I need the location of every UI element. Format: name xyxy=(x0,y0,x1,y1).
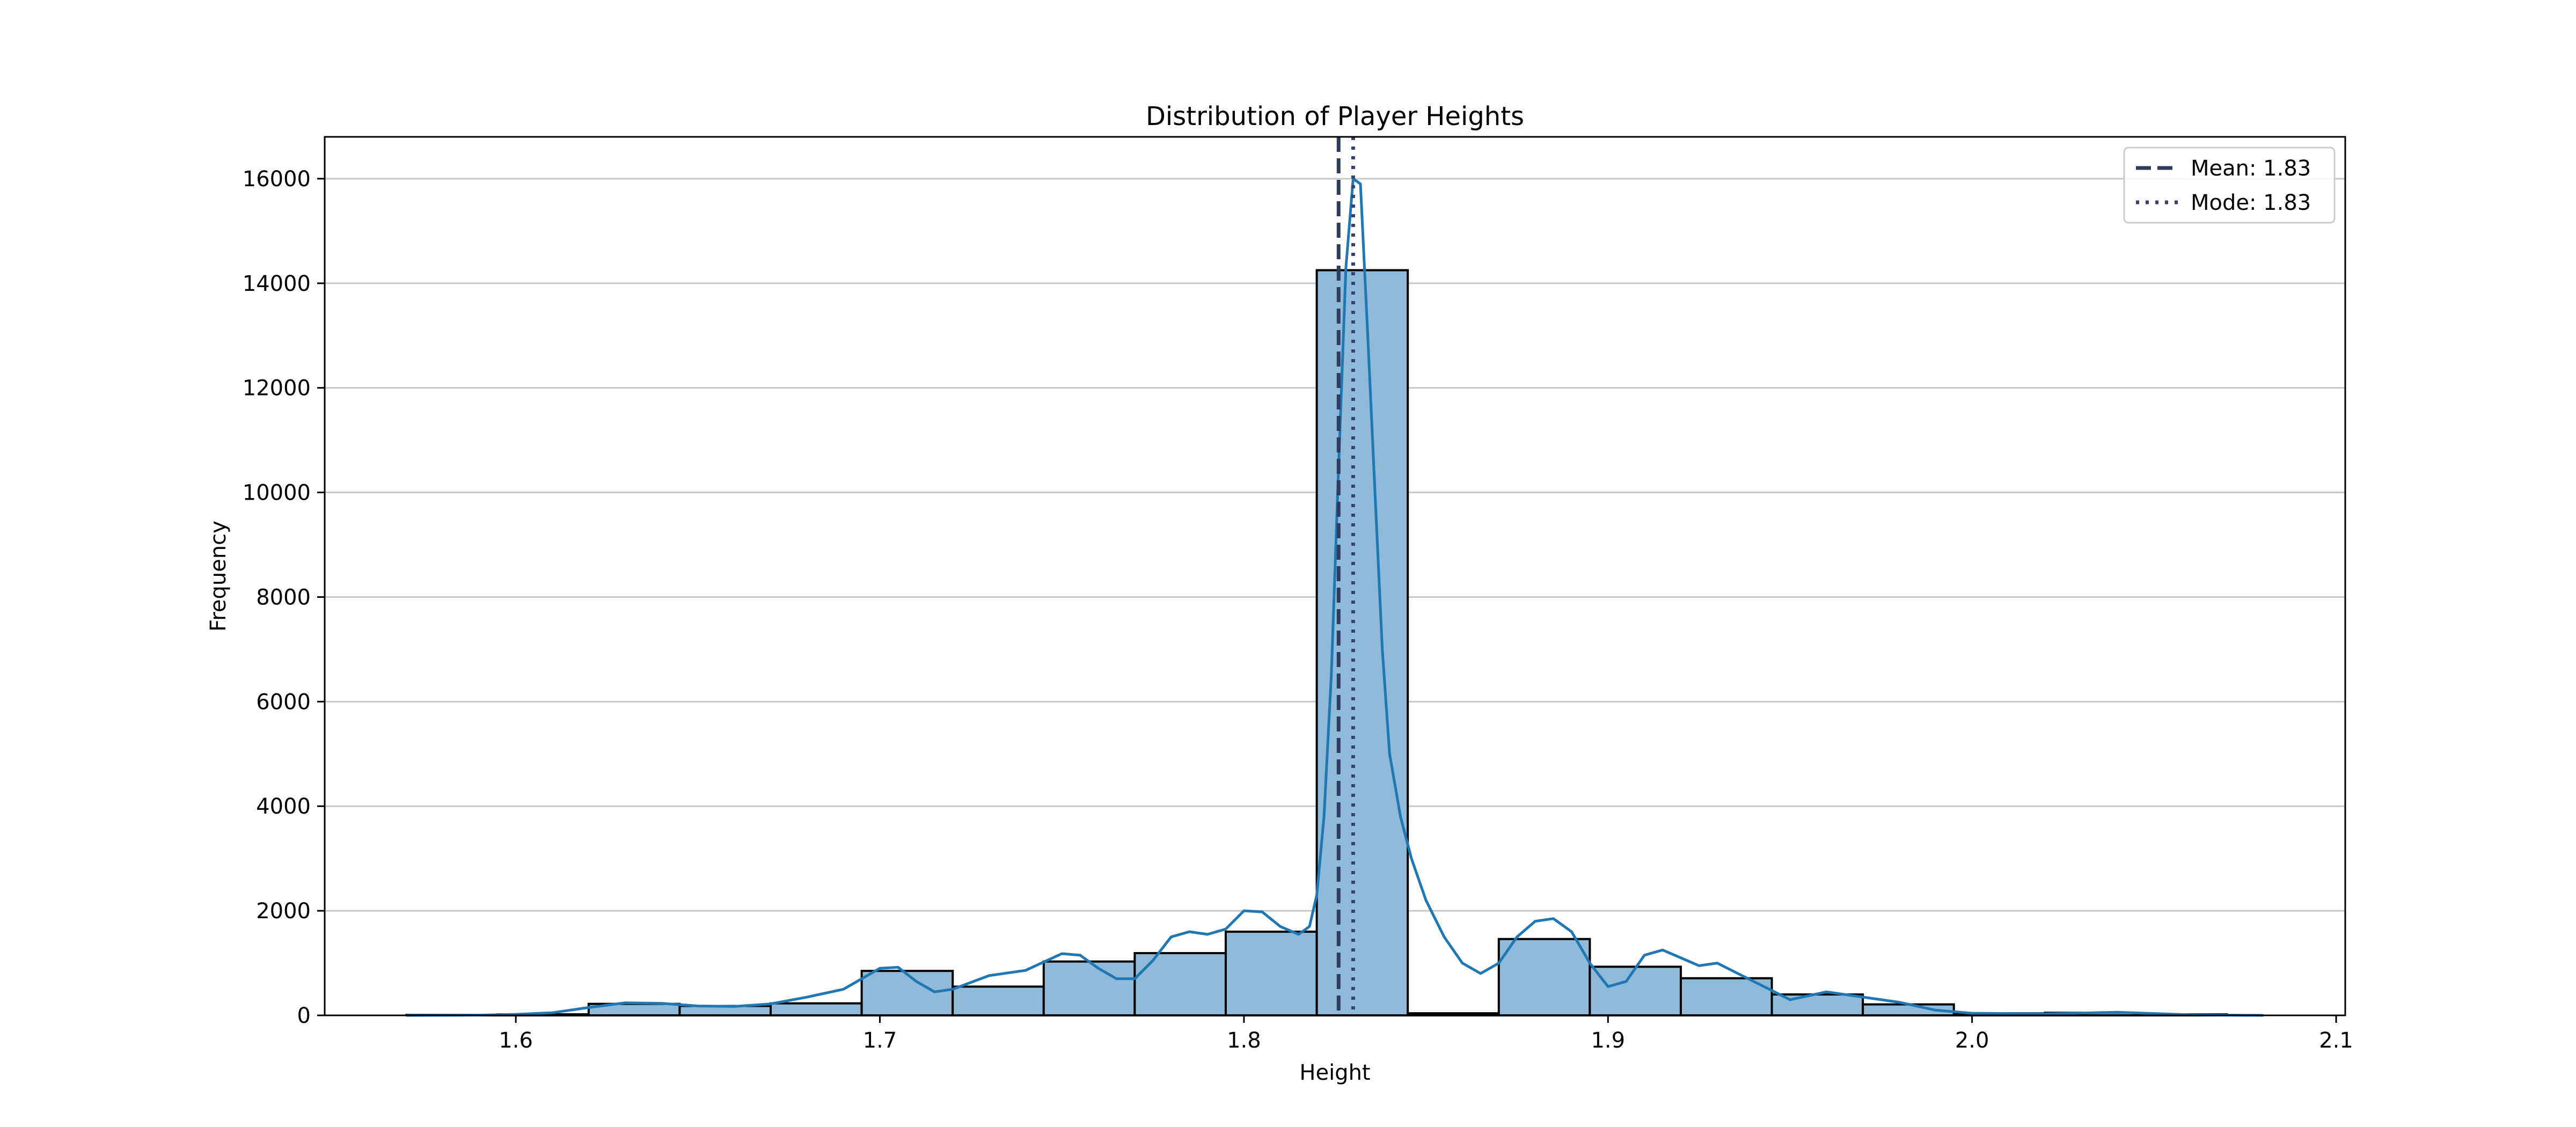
y-tick-label: 4000 xyxy=(256,794,311,819)
reference-lines xyxy=(1336,137,1355,1015)
y-tick-label: 12000 xyxy=(243,376,311,401)
x-axis-label: Height xyxy=(1299,1060,1370,1085)
histogram-bar xyxy=(1589,965,1682,1017)
x-tick-label: 2.1 xyxy=(2319,1028,2353,1053)
legend-label-mean: Mean: 1.83 xyxy=(2191,156,2311,181)
y-tick-label: 14000 xyxy=(243,272,311,296)
legend: Mean: 1.83 Mode: 1.83 xyxy=(2123,147,2336,224)
histogram-bar xyxy=(1133,952,1227,1016)
x-tick-label: 1.7 xyxy=(863,1028,897,1053)
plot-frame xyxy=(324,136,2346,1016)
histogram-bar xyxy=(1224,931,1318,1016)
histogram-bar xyxy=(860,970,954,1016)
y-tick-label: 16000 xyxy=(243,167,311,192)
x-tick-label: 2.0 xyxy=(1955,1028,1989,1053)
histogram-bar xyxy=(1315,269,1409,1016)
x-tick-label: 1.6 xyxy=(499,1028,533,1053)
bars-layer xyxy=(405,269,2228,1017)
histogram-bar xyxy=(952,985,1045,1016)
y-tick-label: 2000 xyxy=(256,899,311,924)
x-tick-label: 1.9 xyxy=(1591,1028,1625,1053)
histogram-bar xyxy=(1042,960,1136,1017)
x-axis-ticks: 1.6 1.7 1.8 1.9 2.0 2.1 xyxy=(499,1015,2353,1053)
histogram-bar xyxy=(770,1002,863,1017)
x-tick-label: 1.8 xyxy=(1227,1028,1261,1053)
histogram-bar xyxy=(1497,938,1591,1017)
y-tick-label: 6000 xyxy=(256,690,311,714)
y-axis-label: Frequency xyxy=(206,521,231,632)
y-tick-label: 8000 xyxy=(256,585,311,610)
y-tick-label: 0 xyxy=(297,1004,311,1028)
legend-label-mode: Mode: 1.83 xyxy=(2191,191,2311,215)
y-tick-label: 10000 xyxy=(243,481,311,506)
y-axis-ticks: 0 2000 4000 6000 8000 10000 12000 14000 16000 xyxy=(243,167,325,1028)
chart-title: Distribution of Player Heights xyxy=(1146,101,1524,131)
